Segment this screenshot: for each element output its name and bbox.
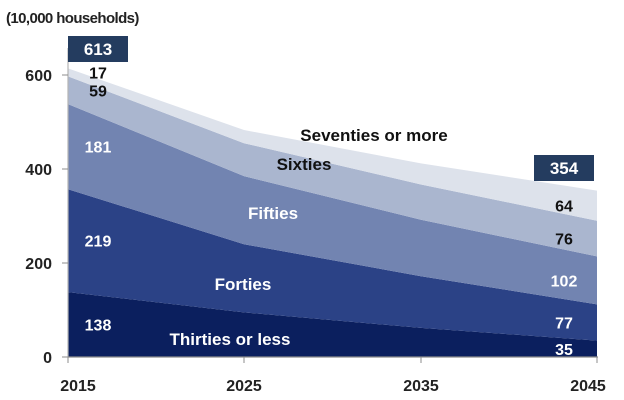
- segment-value-labels: 138 35 219 77 181 102 59 76 17 64: [85, 65, 578, 358]
- y-tick-label: 200: [25, 256, 52, 273]
- series-name-seventies-or-more: Seventies or more: [300, 126, 447, 145]
- area-seventies-or-more: [68, 68, 597, 221]
- x-tick-label: 2015: [60, 378, 96, 395]
- y-tick-label: 600: [25, 68, 52, 85]
- x-tick-label: 2025: [226, 378, 262, 395]
- y-tick-label: 0: [43, 350, 52, 367]
- x-tick-label: 2045: [570, 378, 606, 395]
- segment-label-fifties-2015: 181: [85, 140, 112, 157]
- segment-label-sixties-2015: 59: [89, 83, 107, 100]
- total-box-2015: [68, 36, 128, 62]
- area-thirties-or-less: [68, 292, 597, 357]
- y-axis-ticks: 0 200 400 600: [25, 68, 68, 367]
- segment-label-seventies-or-more-2045: 64: [555, 199, 573, 216]
- area-fifties: [68, 104, 597, 305]
- segment-label-forties-2015: 219: [85, 234, 112, 251]
- x-tick-label: 2035: [403, 378, 439, 395]
- series-name-fifties: Fifties: [248, 204, 298, 223]
- series-name-sixties: Sixties: [277, 155, 332, 174]
- total-value-2015: 613: [84, 40, 112, 59]
- segment-label-forties-2045: 77: [555, 316, 573, 333]
- series-name-forties: Forties: [215, 275, 272, 294]
- series-name-labels: Seventies or more Sixties Fifties Fortie…: [170, 126, 448, 349]
- segment-label-thirties-or-less-2045: 35: [555, 342, 573, 359]
- total-label-2045: 354: [534, 155, 594, 181]
- segment-label-seventies-or-more-2015: 17: [89, 65, 107, 82]
- area-layers: [68, 68, 597, 357]
- segment-label-sixties-2045: 76: [555, 232, 573, 249]
- total-value-2045: 354: [550, 159, 579, 178]
- series-name-thirties-or-less: Thirties or less: [170, 330, 291, 349]
- segment-label-fifties-2045: 102: [551, 273, 578, 290]
- unit-label: (10,000 households): [6, 10, 139, 27]
- total-label-2015: 613: [68, 36, 128, 62]
- segment-label-thirties-or-less-2015: 138: [85, 318, 112, 335]
- x-axis-ticks: 2015 2025 2035 2045: [60, 357, 606, 395]
- area-sixties: [68, 76, 597, 257]
- y-tick-label: 400: [25, 162, 52, 179]
- area-forties: [68, 189, 597, 341]
- total-box-2045: [534, 155, 594, 181]
